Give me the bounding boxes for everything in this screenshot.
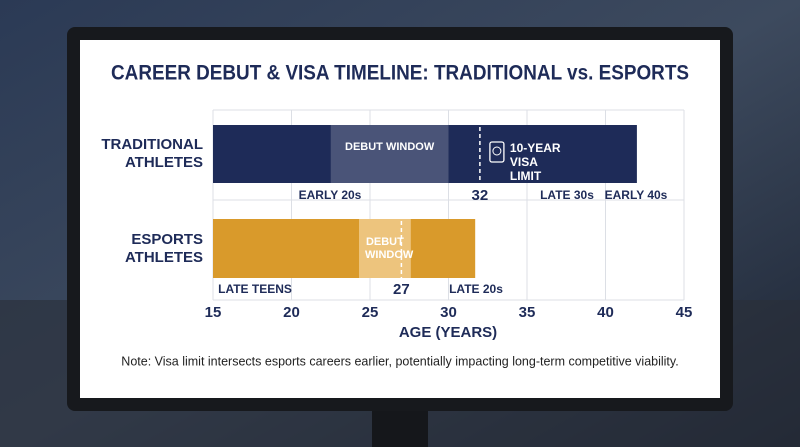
note: Note: Visa limit intersects esports care… <box>121 354 678 368</box>
category-label: TRADITIONAL ATHLETES <box>101 136 203 171</box>
chart-title: CAREER DEBUT & VISA TIMELINE: TRADITIONA… <box>111 62 689 85</box>
debut-window <box>359 219 411 278</box>
phase-label: LATE 30s <box>540 188 594 202</box>
phase-label: EARLY 40s <box>605 188 668 202</box>
x-tick-label: 30 <box>440 304 457 321</box>
passport-icon <box>489 141 505 163</box>
category-label: ESPORTS ATHLETES <box>124 230 203 266</box>
debut-window-label: DEBUT WINDOW <box>365 235 414 261</box>
phase-label: LATE TEENS <box>218 282 292 296</box>
passport-icon-globe <box>492 146 502 156</box>
debut-window-label: DEBUT WINDOW <box>345 141 435 153</box>
career-bar <box>213 219 476 278</box>
monitor-stand <box>372 408 428 447</box>
x-axis-label: AGE (YEARS) <box>399 324 497 341</box>
x-tick-label: 20 <box>283 304 300 321</box>
debut-window <box>330 125 449 183</box>
x-tick-label: 35 <box>519 304 536 321</box>
x-tick-label: 25 <box>362 304 379 321</box>
phase-label: EARLY 20s <box>299 188 362 202</box>
visa-limit-label: 10-YEAR VISA LIMIT <box>509 141 561 183</box>
x-tick-label: 40 <box>597 304 614 321</box>
visa-limit-value: 27 <box>393 281 410 298</box>
x-tick-label: 15 <box>205 304 222 321</box>
visa-limit-value: 32 <box>472 187 489 204</box>
phase-label: LATE 20s <box>449 282 503 296</box>
x-tick-label: 45 <box>676 304 693 321</box>
